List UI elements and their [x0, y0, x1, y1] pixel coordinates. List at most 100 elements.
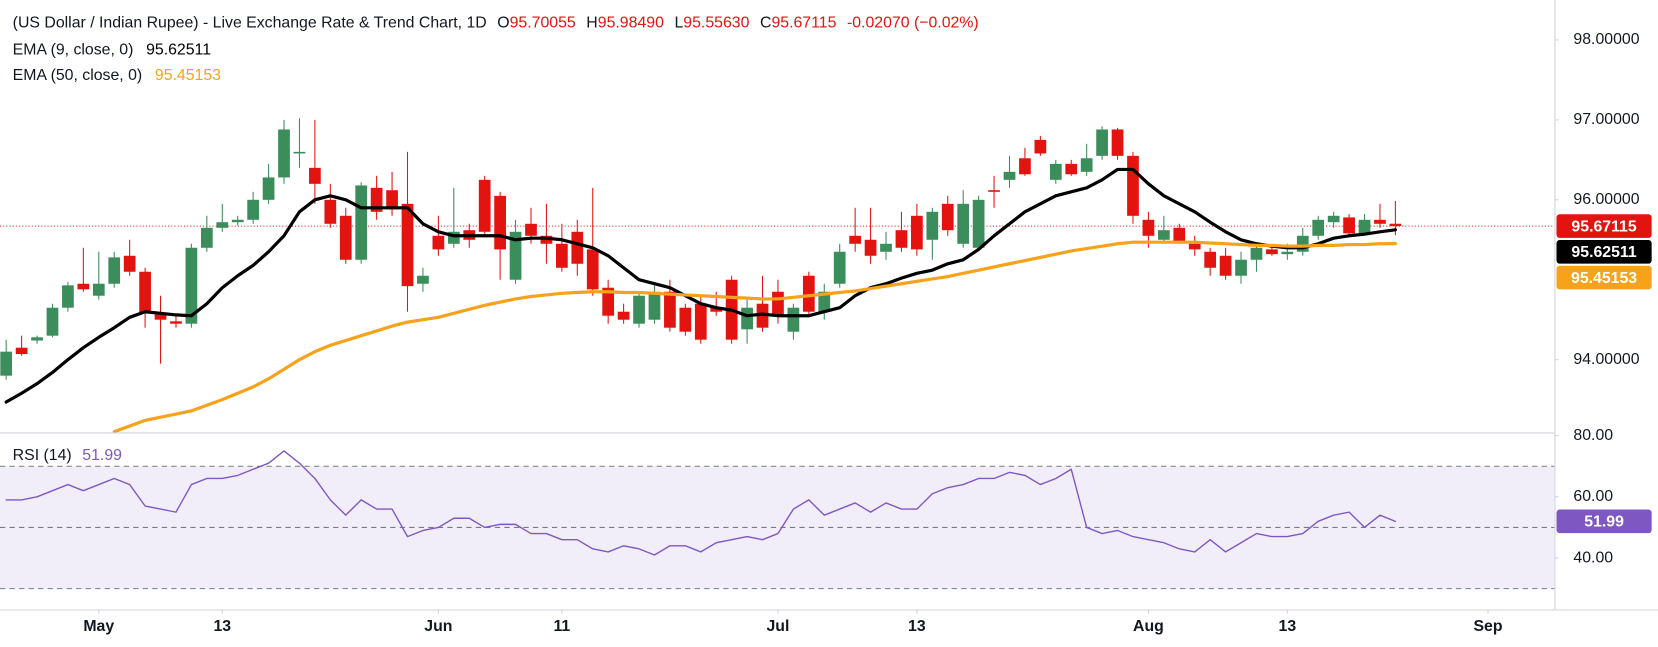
series-line: [112, 240, 1397, 434]
candle-body: [15, 347, 28, 355]
candle-body: [386, 190, 398, 210]
candle-body: [200, 227, 213, 248]
candle-body: [46, 307, 59, 336]
candle-body: [216, 222, 229, 228]
ohlc-value: 95.67115: [771, 15, 836, 32]
candle-body: [139, 271, 151, 314]
candle-body: [710, 307, 723, 312]
legend-value: 51.99: [82, 447, 122, 464]
candle-body: [0, 351, 13, 376]
candle-body: [571, 231, 584, 264]
candle-body: [1235, 259, 1247, 276]
candle-body: [911, 215, 923, 250]
candle-body: [864, 239, 877, 256]
price-badge: [1556, 240, 1652, 264]
candle-body: [1065, 163, 1078, 175]
candle-body: [664, 291, 676, 328]
candle-body: [31, 337, 43, 341]
candle-body: [1003, 171, 1016, 180]
legend-entry: EMA (50, close, 0) 95.45153: [13, 67, 221, 84]
candle-body: [309, 167, 321, 184]
candle-body: [62, 285, 74, 308]
candle-body: [772, 291, 784, 316]
candle-body: [324, 199, 337, 224]
candle-body: [586, 249, 599, 290]
candle-body: [880, 243, 892, 252]
ohlc-value: 95.98490: [598, 15, 664, 32]
price-badge-label: 95.62511: [1571, 244, 1636, 261]
candle-body: [895, 230, 908, 248]
legend-header: (US Dollar / Indian Rupee) - Live Exchan…: [13, 15, 979, 32]
ohlc-name: C: [760, 15, 771, 32]
ohlc-name: L: [674, 15, 683, 32]
series-line: [5, 450, 1397, 556]
candle-body: [849, 235, 862, 244]
x-tick-label: 13: [213, 618, 231, 635]
candle-body: [170, 321, 182, 324]
x-tick-label: Jul: [767, 618, 790, 635]
candle-body: [802, 275, 815, 312]
x-tick-label: Aug: [1133, 618, 1164, 635]
candle-body: [1219, 255, 1232, 276]
candle-body: [417, 275, 429, 284]
candle-body: [1266, 249, 1278, 255]
legend-value: 95.45153: [155, 67, 221, 84]
y-tick-label: 96.00000: [1573, 191, 1639, 208]
candle-body: [185, 247, 198, 324]
candle-body: [941, 203, 954, 231]
ohlc-name: O: [497, 15, 509, 32]
candle-body: [1281, 251, 1294, 255]
candle-body: [1389, 223, 1402, 227]
candle-body: [478, 179, 491, 232]
candle-body: [1173, 227, 1186, 242]
candle-body: [972, 199, 985, 248]
legend-label: RSI (14): [13, 447, 72, 464]
candle-body: [648, 291, 661, 320]
x-tick-label: May: [83, 618, 114, 635]
ohlc-value: 95.55630: [683, 15, 749, 32]
x-tick-label: 11: [553, 618, 570, 635]
price-badge: [1556, 509, 1652, 534]
candle-body: [401, 203, 414, 287]
candle-body: [278, 129, 290, 178]
ohlc-name: H: [586, 15, 597, 32]
price-badge-label: 51.99: [1584, 514, 1624, 531]
candle-body: [1312, 219, 1325, 236]
candle-body: [1096, 129, 1108, 156]
candle-body: [154, 313, 167, 320]
candle-body: [339, 215, 352, 260]
candle-body: [1374, 219, 1386, 224]
y-tick-label: 60.00: [1573, 488, 1613, 505]
legend-value: 95.62511: [146, 42, 211, 59]
series-line: [4, 167, 1397, 404]
candle-body: [679, 307, 692, 332]
candle-body: [231, 219, 244, 223]
candle-body: [77, 283, 90, 290]
candle-body: [447, 231, 460, 244]
candle-body: [262, 177, 275, 200]
candle-body: [293, 151, 306, 154]
candle-body: [818, 291, 831, 312]
candle-body: [1204, 251, 1217, 268]
candle-body: [633, 295, 645, 324]
candle-body: [787, 307, 800, 332]
x-tick-label: Jun: [424, 618, 452, 635]
y-tick-label: 97.00000: [1573, 111, 1639, 128]
candle-body: [602, 287, 615, 316]
candle-body: [1157, 230, 1170, 240]
candle-body: [1019, 158, 1031, 175]
price-badge: [1556, 214, 1652, 238]
candle-body: [1296, 235, 1309, 252]
y-tick-label: 94.00000: [1573, 351, 1639, 368]
chart-title: (US Dollar / Indian Rupee) - Live Exchan…: [13, 15, 487, 32]
candle-body: [123, 255, 136, 272]
candle-body: [988, 190, 1000, 192]
candle-body: [370, 187, 383, 212]
price-badge: [1556, 265, 1652, 290]
candle-body: [355, 185, 368, 260]
price-badge-label: 95.45153: [1571, 270, 1637, 287]
candle-body: [92, 283, 105, 296]
candle-body: [509, 231, 522, 280]
